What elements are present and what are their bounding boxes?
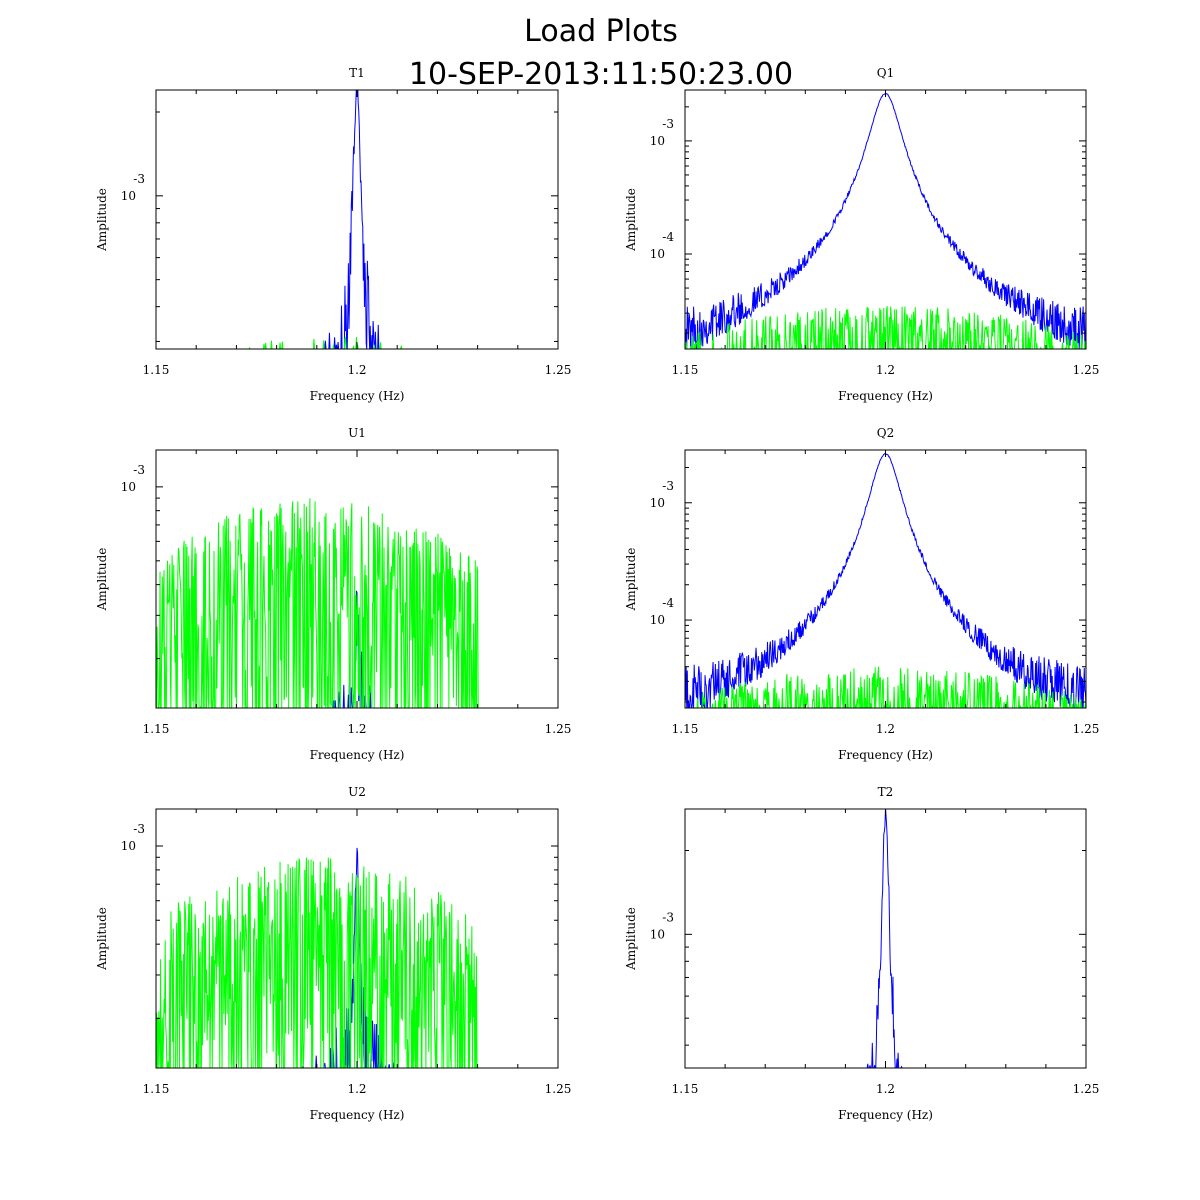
x-tick-label: 1.15: [672, 722, 699, 736]
x-tick-label: 1.15: [672, 1082, 699, 1096]
x-tick-label: 1.15: [143, 722, 170, 736]
x-axis-label: Frequency (Hz): [310, 748, 405, 762]
x-tick-label: 1.25: [1073, 363, 1100, 377]
subplot-title: Q2: [877, 426, 894, 440]
y-tick-label-exponent: -3: [133, 172, 145, 186]
y-tick-label-exponent: -3: [133, 822, 145, 836]
x-tick-label: 1.25: [1073, 1082, 1100, 1096]
subplot-q1: 1.15 1.2 1.25 10 -3 10 -4 Q1 Frequency (Hz) Ampli…: [624, 66, 1099, 403]
subplot-u2: 1.15 1.2 1.25 10 -3 U2 Frequency (Hz) Amplitude: [95, 785, 571, 1122]
series-blue-line: [156, 847, 558, 1068]
x-axis-label: Frequency (Hz): [310, 1108, 405, 1122]
x-tick-label: 1.2: [876, 722, 895, 736]
x-tick-label: 1.25: [545, 1082, 572, 1096]
x-tick-label: 1.2: [347, 1082, 366, 1096]
x-axis-label: Frequency (Hz): [838, 1108, 933, 1122]
series-green-line: [156, 498, 558, 708]
x-tick-label: 1.15: [143, 363, 170, 377]
x-tick-label: 1.25: [545, 363, 572, 377]
x-tick-label: 1.15: [143, 1082, 170, 1096]
x-tick-label: 1.2: [876, 1082, 895, 1096]
subplot-grid: 1.15 1.2 1.25 10 -3 T1 Frequency (Hz) Amplitude…: [95, 66, 1099, 1122]
y-axis-label: Amplitude: [95, 188, 109, 252]
subplot-q2: 1.15 1.2 1.25 10 -3 10 -4 Q2 Frequency (Hz) Ampli…: [624, 426, 1099, 762]
subplot-title: Q1: [877, 66, 894, 80]
subplot-u1: 1.15 1.2 1.25 10 -3 U1 Frequency (Hz) Amplitude: [95, 426, 571, 762]
series-blue-line: [156, 90, 558, 349]
plot-frame: [684, 808, 1087, 1069]
series-green-line: [685, 666, 1086, 708]
y-axis-label: Amplitude: [624, 907, 638, 971]
y-axis-label: Amplitude: [624, 548, 638, 612]
series-blue-line: [156, 590, 558, 708]
y-tick-label-base: 10: [121, 839, 136, 853]
y-tick-label-base: 10: [650, 496, 665, 510]
subplot-title: U1: [348, 426, 366, 440]
y-tick-label-base: 10: [650, 134, 665, 148]
subplot-title: U2: [348, 785, 366, 799]
figure-subtitle: 10-SEP-2013:11:50:23.00: [409, 57, 793, 92]
y-axis-label: Amplitude: [624, 188, 638, 252]
x-tick-label: 1.2: [876, 363, 895, 377]
x-axis-label: Frequency (Hz): [310, 389, 405, 403]
x-tick-label: 1.15: [672, 363, 699, 377]
y-tick-label-base: 10: [121, 189, 136, 203]
x-tick-label: 1.2: [347, 363, 366, 377]
subplot-title: T2: [878, 785, 894, 799]
y-tick-label-exponent: -3: [662, 910, 674, 924]
y-tick-label-exponent: -3: [662, 117, 674, 131]
y-tick-label-exponent: -4: [662, 230, 674, 244]
y-tick-label-exponent: -3: [662, 479, 674, 493]
y-tick-label-base: 10: [121, 480, 136, 494]
x-tick-label: 1.25: [545, 722, 572, 736]
figure-title: Load Plots: [524, 14, 678, 49]
series-blue-line: [685, 809, 1086, 1068]
y-tick-label-exponent: -3: [133, 463, 145, 477]
y-tick-label-exponent: -4: [662, 596, 674, 610]
x-axis-label: Frequency (Hz): [838, 748, 933, 762]
series-blue-line: [685, 92, 1086, 349]
y-axis-label: Amplitude: [95, 548, 109, 612]
subplot-t1: 1.15 1.2 1.25 10 -3 T1 Frequency (Hz) Amplitude: [95, 66, 571, 403]
y-tick-label-base: 10: [650, 247, 665, 261]
subplot-t2: 1.15 1.2 1.25 10 -3 T2 Frequency (Hz) Amplitude: [624, 785, 1099, 1122]
series-green-line: [685, 306, 1086, 349]
series-green-line: [156, 857, 558, 1068]
x-axis-label: Frequency (Hz): [838, 389, 933, 403]
series-blue-line: [685, 452, 1086, 708]
plot-frame: [155, 89, 559, 350]
y-tick-label-base: 10: [650, 613, 665, 627]
x-tick-label: 1.25: [1073, 722, 1100, 736]
x-tick-label: 1.2: [347, 722, 366, 736]
subplot-title: T1: [349, 66, 365, 80]
y-tick-label-base: 10: [650, 927, 665, 941]
y-axis-label: Amplitude: [95, 907, 109, 971]
